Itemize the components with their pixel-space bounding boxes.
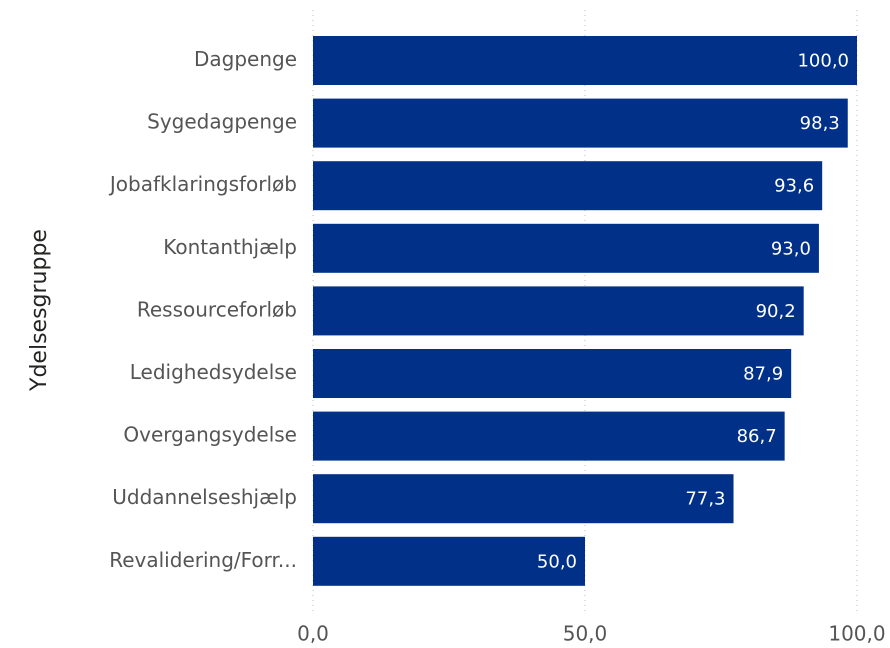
category-label: Ressourceforløb (137, 297, 297, 321)
value-label: 77,3 (685, 489, 725, 510)
y-axis-title: Ydelsesgruppe (27, 229, 52, 392)
x-tick-label: 100,0 (828, 622, 885, 646)
bar (313, 349, 792, 398)
category-label: Jobafklaringsforløb (108, 172, 297, 196)
category-label: Sygedagpenge (147, 110, 297, 134)
bar (313, 536, 585, 586)
category-label: Overgangsydelse (123, 423, 297, 447)
bar (313, 98, 848, 148)
x-tick-label: 0,0 (297, 622, 329, 646)
value-label: 50,0 (537, 551, 577, 572)
bar (313, 223, 819, 273)
value-label: 98,3 (800, 113, 840, 134)
value-label: 100,0 (797, 51, 849, 72)
category-label: Revalidering/Forr... (109, 548, 297, 572)
x-tick-label: 50,0 (563, 622, 608, 646)
value-label: 90,2 (756, 301, 796, 322)
value-label: 86,7 (737, 426, 777, 447)
value-label: 93,0 (771, 238, 811, 259)
bar (313, 411, 785, 461)
value-label: 93,6 (774, 176, 814, 197)
category-label: Ledighedsydelse (130, 360, 297, 384)
bar (313, 161, 823, 211)
value-label: 87,9 (743, 364, 783, 385)
category-label: Uddannelseshjælp (112, 485, 297, 509)
bar (313, 286, 804, 336)
category-label: Dagpenge (194, 47, 297, 71)
bar (313, 36, 857, 85)
bar (313, 474, 734, 524)
category-label: Kontanthjælp (163, 235, 297, 259)
